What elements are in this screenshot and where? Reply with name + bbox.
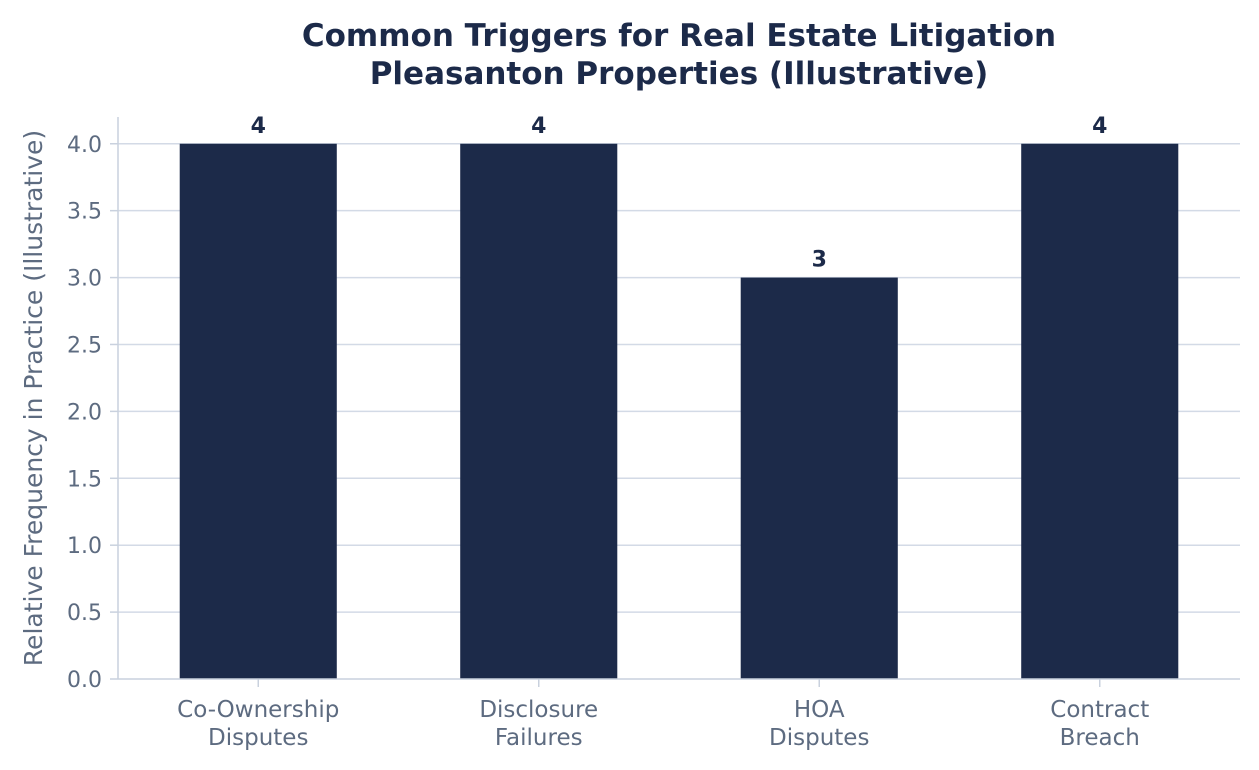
y-axis-label: Relative Frequency in Practice (Illustra… [19, 130, 48, 666]
labels: 0.0 0.5 1.0 1.5 2.0 2.5 3.0 3.5 4.0 4 Co-Ownership… [67, 114, 1149, 751]
chart-subtitle: Pleasanton Properties (Illustrative) [370, 56, 989, 92]
y-tick-label: 1.0 [67, 534, 102, 559]
data-label: 4 [1092, 114, 1107, 139]
y-tick-label: 3.5 [67, 200, 102, 225]
y-tick-label: 2.5 [67, 333, 102, 358]
x-tick-label: Failures [495, 725, 583, 751]
x-tick-label: Breach [1060, 725, 1140, 751]
x-tick-label: HOA [794, 697, 845, 723]
x-tick-label: Disputes [208, 725, 308, 751]
y-tick-label: 2.0 [67, 400, 102, 425]
y-tick-label: 1.5 [67, 467, 102, 492]
data-label: 4 [251, 114, 266, 139]
bars [179, 143, 1179, 679]
x-tick-label: Co-Ownership [177, 697, 339, 723]
data-label: 3 [812, 248, 827, 273]
y-tick-label: 4.0 [67, 133, 102, 158]
x-tick-label: Disclosure [479, 697, 598, 723]
bar [1021, 143, 1179, 679]
bar [179, 143, 337, 679]
bar [740, 277, 898, 679]
x-tick-label: Contract [1050, 697, 1149, 723]
bar [460, 143, 618, 679]
axes [110, 117, 1240, 687]
y-tick-label: 0.0 [67, 668, 102, 693]
y-tick-label: 3.0 [67, 267, 102, 292]
chart-title: Common Triggers for Real Estate Litigati… [302, 18, 1056, 54]
data-label: 4 [531, 114, 546, 139]
x-tick-label: Disputes [769, 725, 869, 751]
y-tick-label: 0.5 [67, 601, 102, 626]
